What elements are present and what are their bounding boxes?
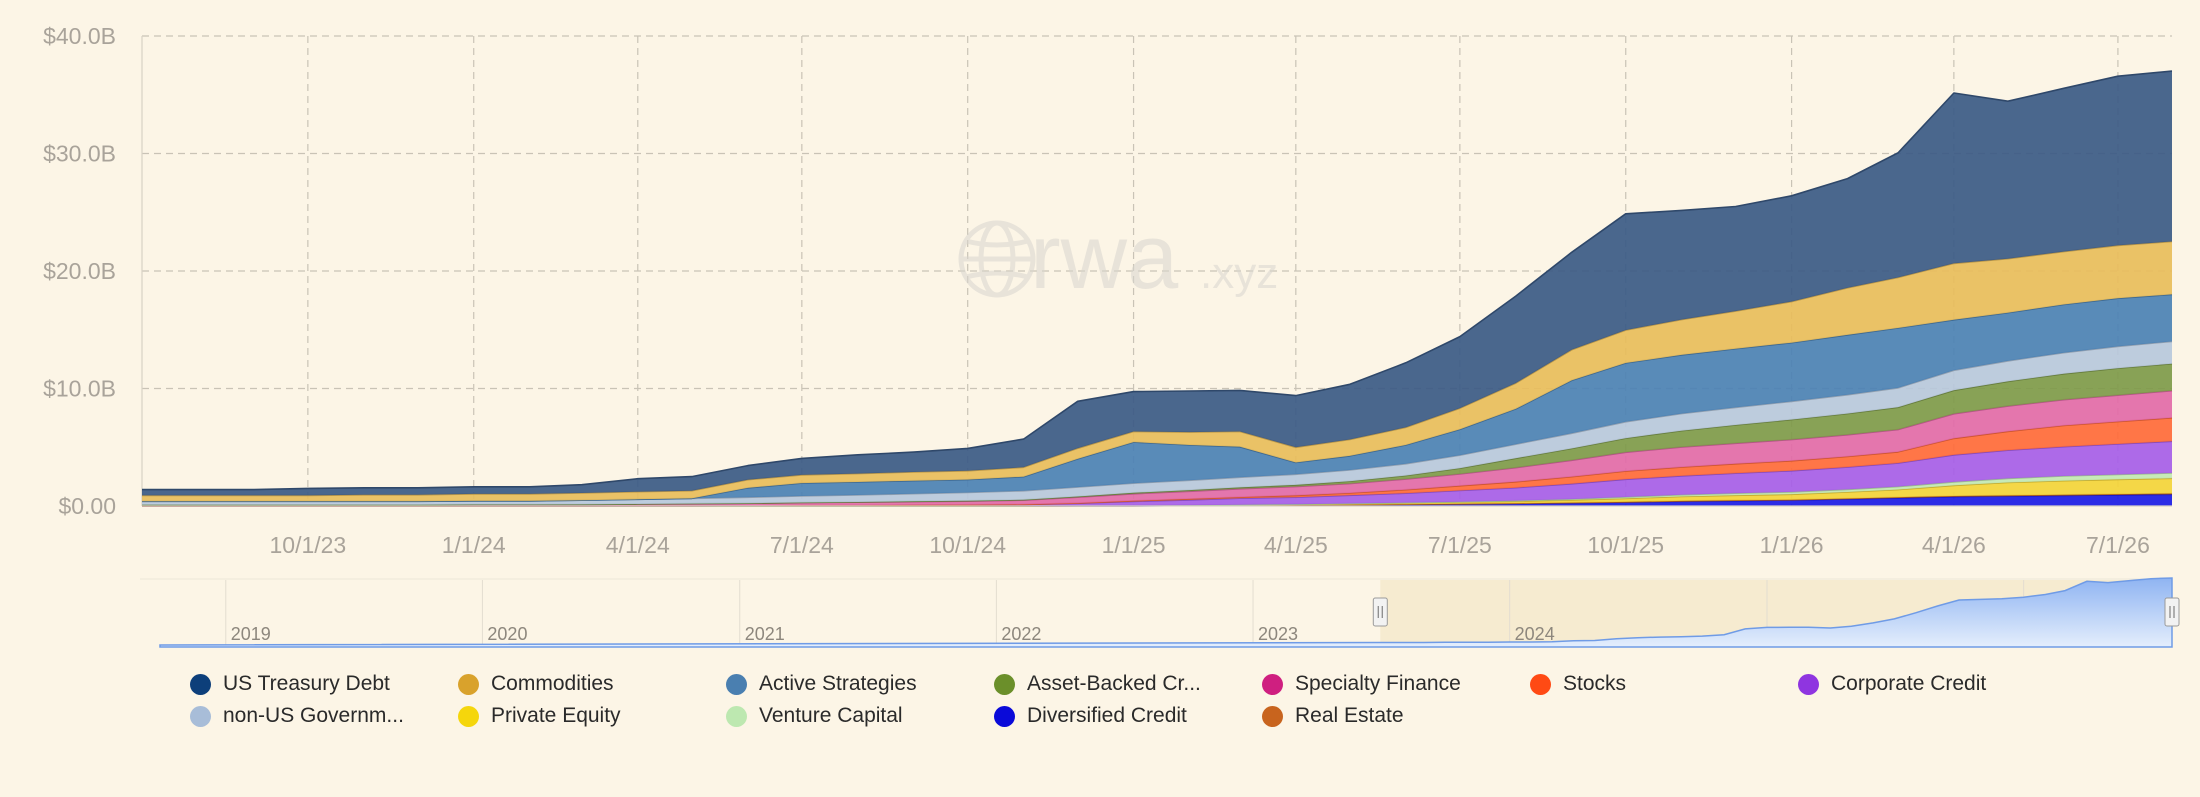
x-tick-label: 10/1/24 (929, 532, 1006, 558)
legend-item-stocks[interactable]: Stocks (1530, 672, 1798, 696)
area-corporate-credit[interactable] (142, 441, 2172, 506)
legend-item-real-estate[interactable]: Real Estate (1262, 704, 1530, 728)
area-active-strategies[interactable] (142, 294, 2172, 502)
navigator-left-handle[interactable] (1372, 597, 1388, 627)
watermark-suffix: .xyz (1200, 249, 1278, 298)
x-tick-label: 1/1/26 (1760, 532, 1824, 558)
area-commodities[interactable] (142, 241, 2172, 502)
area-specialty-finance[interactable] (142, 390, 2172, 506)
x-tick-label: 4/1/25 (1264, 532, 1328, 558)
legend-dot-icon (1262, 673, 1283, 695)
legend-label: Commodities (491, 672, 614, 695)
y-axis: $0.00 $10.0B $20.0B $30.0B $40.0B (43, 23, 116, 519)
legend-item-active-strategies[interactable]: Active Strategies (726, 672, 994, 696)
legend-label: Venture Capital (759, 704, 903, 727)
line-us-treasury-debt (142, 70, 2173, 491)
legend-label: Private Equity (491, 704, 621, 727)
x-tick-label: 7/1/24 (770, 532, 834, 558)
x-tick-label: 4/1/24 (606, 532, 670, 558)
legend-dot-icon (458, 705, 479, 727)
globe-icon (958, 220, 1036, 298)
area-asset-backed-credit[interactable] (142, 363, 2172, 505)
legend-item-private-equity[interactable]: Private Equity (458, 704, 726, 728)
x-axis: 10/1/23 1/1/24 4/1/24 7/1/24 10/1/24 1/1/25 4/… (269, 532, 2149, 558)
area-us-treasury-debt[interactable] (142, 71, 2172, 496)
y-tick-label: $40.0B (43, 23, 116, 49)
x-tick-label: 7/1/25 (1428, 532, 1492, 558)
stacked-area-chart: rwa .xyz $0.00 $10.0B $20.0B $30.0B $40.0B 1… (43, 23, 2180, 648)
legend-item-non-us-government-debt[interactable]: non-US Governm... (190, 704, 458, 728)
navigator-year-label: 2024 (1515, 624, 1555, 644)
legend-dot-icon (190, 705, 211, 727)
legend-dot-icon (1530, 673, 1551, 695)
legend-label: Specialty Finance (1295, 672, 1461, 695)
navigator-series-area (159, 577, 2173, 648)
y-tick-label: $10.0B (43, 376, 116, 402)
legend-dot-icon (458, 673, 479, 695)
legend-dot-icon (190, 673, 211, 695)
legend-label: Asset-Backed Cr... (1027, 672, 1201, 695)
navigator-year-label: 2020 (487, 624, 527, 644)
legend-label: US Treasury Debt (223, 672, 390, 695)
legend-item-us-treasury-debt[interactable]: US Treasury Debt (190, 672, 458, 696)
legend-dot-icon (1798, 673, 1819, 695)
y-tick-label: $20.0B (43, 258, 116, 284)
legend-dot-icon (726, 705, 747, 727)
x-tick-label: 1/1/24 (442, 532, 506, 558)
legend-item-corporate-credit[interactable]: Corporate Credit (1798, 672, 2066, 696)
area-series (142, 70, 2173, 507)
legend: US Treasury Debt Commodities Active Strate… (190, 672, 2070, 728)
legend-dot-icon (726, 673, 747, 695)
legend-label: Diversified Credit (1027, 704, 1187, 727)
legend-item-asset-backed-credit[interactable]: Asset-Backed Cr... (994, 672, 1262, 696)
legend-dot-icon (1262, 705, 1283, 727)
legend-label: Stocks (1563, 672, 1627, 695)
legend-item-commodities[interactable]: Commodities (458, 672, 726, 696)
legend-dot-icon (994, 673, 1015, 695)
legend-item-venture-capital[interactable]: Venture Capital (726, 704, 994, 728)
x-tick-label: 10/1/23 (269, 532, 346, 558)
legend-label: non-US Governm... (223, 704, 404, 727)
range-navigator[interactable]: 20192020202120222023202420252026 (159, 577, 2180, 648)
y-tick-label: $30.0B (43, 141, 116, 167)
x-tick-label: 4/1/26 (1922, 532, 1986, 558)
navigator-year-label: 2023 (1258, 624, 1298, 644)
navigator-year-label: 2019 (231, 624, 271, 644)
legend-dot-icon (994, 705, 1015, 727)
navigator-right-handle[interactable] (2164, 597, 2180, 627)
x-tick-label: 10/1/25 (1587, 532, 1664, 558)
navigator-year-label: 2021 (745, 624, 785, 644)
navigator-year-label: 2022 (1001, 624, 1041, 644)
area-private-equity[interactable] (142, 478, 2172, 506)
legend-label: Corporate Credit (1831, 672, 1987, 695)
x-tick-label: 1/1/25 (1102, 532, 1166, 558)
legend-item-specialty-finance[interactable]: Specialty Finance (1262, 672, 1530, 696)
legend-label: Real Estate (1295, 704, 1404, 727)
watermark: rwa .xyz (958, 206, 1278, 308)
legend-label: Active Strategies (759, 672, 917, 695)
y-tick-label: $0.00 (58, 493, 116, 519)
legend-item-diversified-credit[interactable]: Diversified Credit (994, 704, 1262, 728)
watermark-text: rwa (1030, 206, 1179, 308)
x-tick-label: 7/1/26 (2086, 532, 2150, 558)
area-diversified-credit[interactable] (142, 494, 2172, 506)
